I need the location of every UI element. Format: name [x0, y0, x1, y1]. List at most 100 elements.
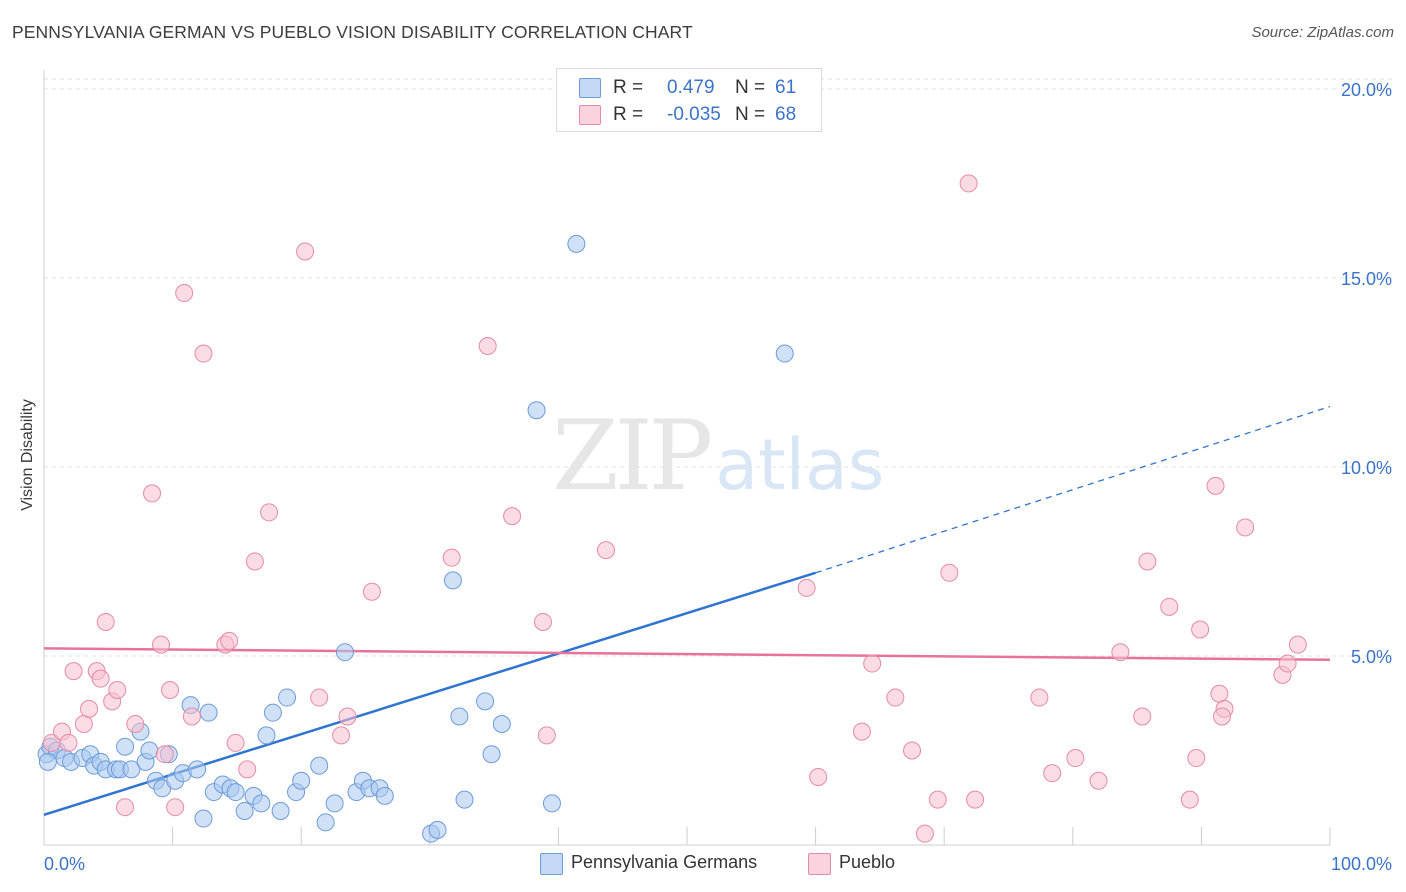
data-point	[316, 813, 335, 832]
data-point	[252, 794, 271, 813]
data-point	[542, 794, 561, 813]
data-point	[116, 737, 135, 756]
data-point	[194, 344, 213, 363]
legend-label: Pueblo	[839, 852, 896, 872]
data-point	[1191, 620, 1210, 639]
stats-n-value: 61	[775, 77, 797, 98]
points-layer	[37, 174, 1307, 843]
data-point	[567, 234, 586, 253]
stats-swatch-pueblo	[579, 105, 601, 125]
data-point	[263, 703, 282, 722]
data-point	[278, 688, 297, 707]
legend-label: Pennsylvania Germans	[571, 852, 758, 872]
y-tick-label: 20.0%	[1341, 80, 1392, 100]
data-point	[226, 733, 245, 752]
data-point	[91, 669, 110, 688]
data-point	[492, 715, 511, 734]
grid-layer	[43, 70, 1392, 846]
data-point	[166, 798, 185, 817]
trend-line	[43, 647, 1331, 662]
data-point	[375, 786, 394, 805]
correlation-stats-box: R = 0.479 N = 61 R = -0.035 N = 68	[556, 68, 822, 132]
data-point	[1133, 707, 1152, 726]
data-point	[1160, 597, 1179, 616]
data-point	[332, 726, 351, 745]
data-point	[122, 760, 141, 779]
data-point	[809, 767, 828, 786]
chart-title: PENNSYLVANIA GERMAN VS PUEBLO VISION DIS…	[12, 22, 693, 42]
stats-r-label: R =	[613, 77, 644, 98]
data-point	[940, 563, 959, 582]
data-point	[220, 631, 239, 650]
data-point	[59, 733, 78, 752]
data-point	[478, 336, 497, 355]
data-point	[257, 726, 276, 745]
tick-layer: 5.0% 10.0% 15.0% 20.0% 0.0% 100.0%	[44, 80, 1392, 874]
data-point	[1210, 684, 1229, 703]
data-point	[338, 707, 357, 726]
data-point	[1066, 749, 1085, 768]
data-point	[533, 612, 552, 631]
data-point	[260, 503, 279, 522]
data-point	[442, 548, 461, 567]
data-point	[797, 578, 816, 597]
data-point	[188, 760, 207, 779]
data-point	[428, 820, 447, 839]
stats-r-label: R =	[613, 104, 644, 125]
data-point	[96, 612, 115, 631]
data-point	[292, 771, 311, 790]
data-point	[143, 484, 162, 503]
data-point	[455, 790, 474, 809]
trend-line-extrapolated	[815, 405, 1331, 574]
y-tick-label: 10.0%	[1341, 458, 1392, 478]
series-pueblo	[42, 174, 1307, 843]
data-point	[1206, 476, 1225, 495]
data-point	[527, 401, 546, 420]
data-point	[126, 715, 145, 734]
data-point	[537, 726, 556, 745]
data-point	[175, 284, 194, 303]
y-axis-label: Vision Disability	[19, 399, 36, 511]
x-tick-label: 0.0%	[44, 854, 85, 874]
data-point	[1030, 688, 1049, 707]
data-point	[296, 242, 315, 261]
data-point	[325, 794, 344, 813]
stats-n-value: 68	[775, 104, 797, 125]
data-point	[38, 752, 57, 771]
data-point	[503, 507, 522, 526]
data-point	[182, 707, 201, 726]
series-pennsylvania-germans	[37, 234, 794, 843]
data-point	[155, 745, 174, 764]
data-point	[1236, 518, 1255, 537]
data-point	[1278, 654, 1297, 673]
data-point	[335, 643, 354, 662]
data-point	[476, 692, 495, 711]
data-point	[1089, 771, 1108, 790]
data-point	[235, 801, 254, 820]
data-point	[80, 699, 99, 718]
data-point	[245, 552, 264, 571]
data-point	[194, 809, 213, 828]
data-point	[152, 635, 171, 654]
stats-r-value: 0.479	[667, 77, 715, 98]
data-point	[74, 715, 93, 734]
data-point	[482, 745, 501, 764]
data-point	[310, 756, 329, 775]
data-point	[959, 174, 978, 193]
data-point	[1212, 707, 1231, 726]
data-point	[596, 541, 615, 560]
y-tick-label: 5.0%	[1351, 647, 1392, 667]
trend-layer	[43, 405, 1331, 816]
data-point	[108, 681, 127, 699]
data-point	[928, 790, 947, 809]
data-point	[1180, 790, 1199, 809]
legend-swatch-pueblo	[808, 853, 831, 875]
stats-n-label: N =	[735, 104, 766, 125]
y-tick-label: 15.0%	[1341, 269, 1392, 289]
x-tick-label: 100.0%	[1331, 854, 1392, 874]
stats-n-label: N =	[735, 77, 766, 98]
data-point	[310, 688, 329, 707]
data-point	[1111, 643, 1130, 662]
data-point	[443, 571, 462, 590]
source-label: Source: ZipAtlas.com	[1251, 24, 1394, 41]
